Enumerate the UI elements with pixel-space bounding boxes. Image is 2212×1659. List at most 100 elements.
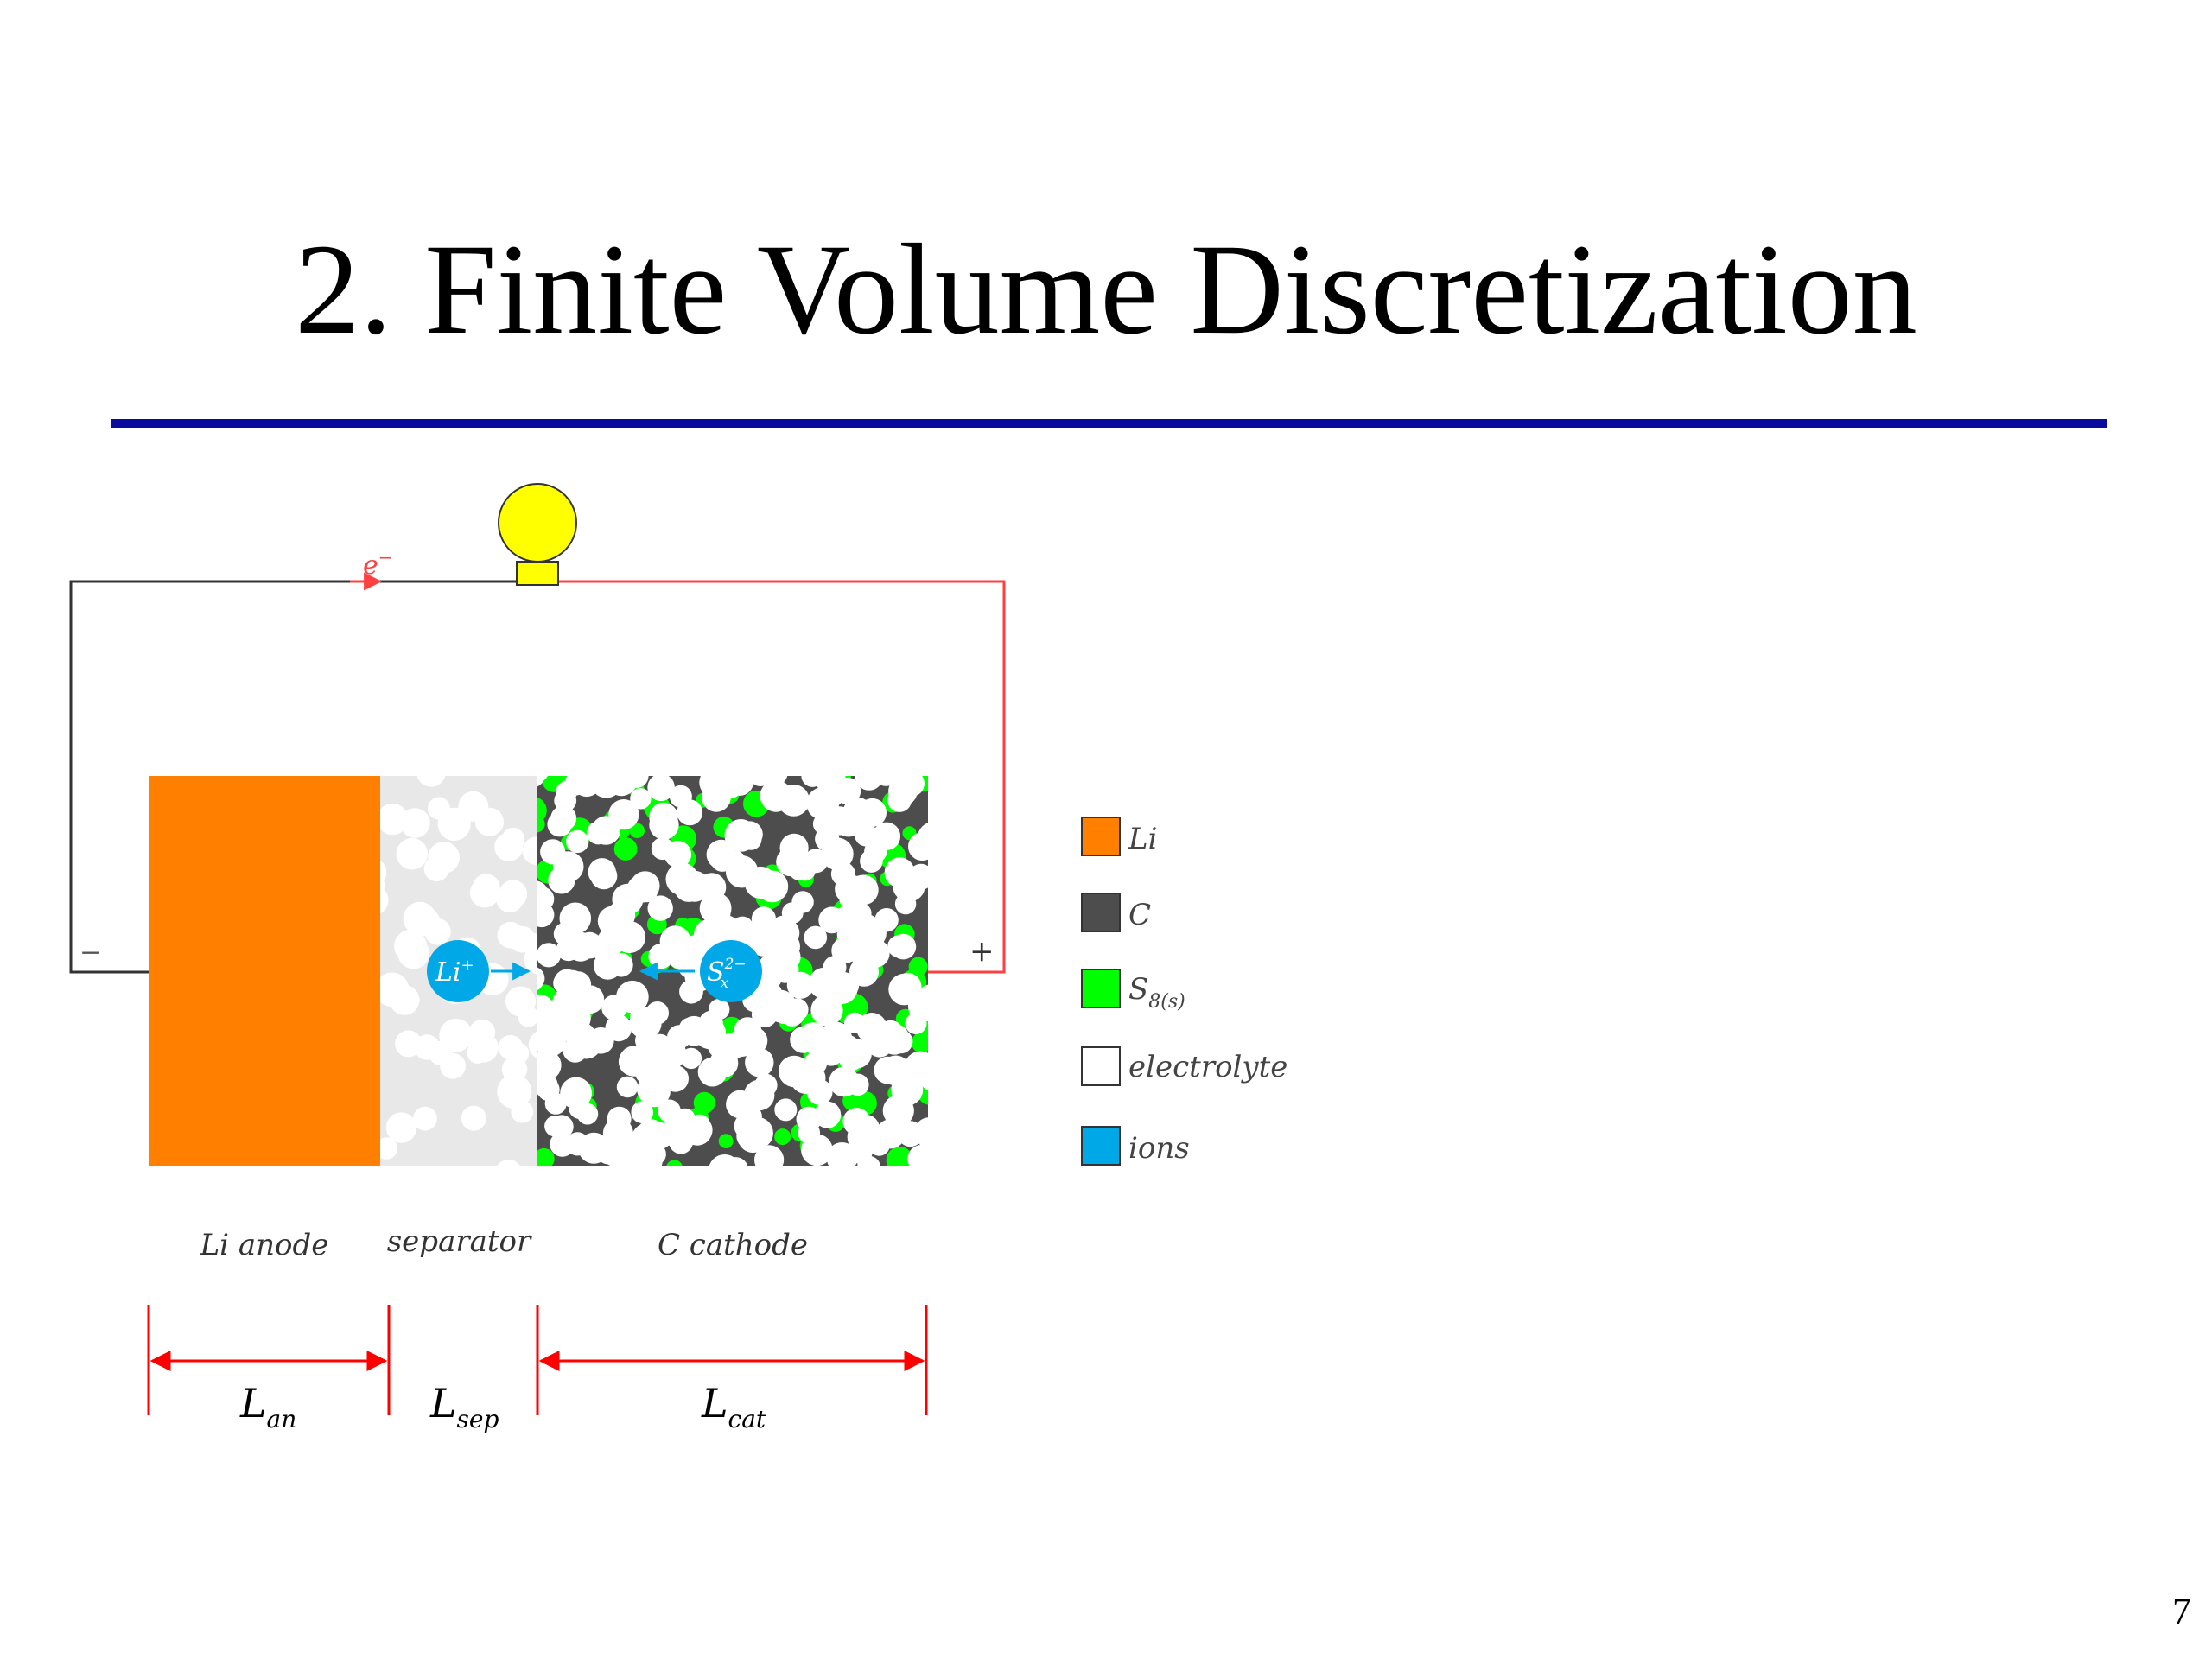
electrolyte-particle: [556, 937, 581, 962]
wire-anode-side: [69, 580, 517, 974]
electrolyte-particle: [806, 787, 840, 820]
length-separator: Lsep: [429, 1380, 499, 1433]
electrolyte-particle: [619, 1046, 650, 1077]
separator-particle: [380, 803, 409, 836]
electrolyte-particle: [760, 779, 792, 812]
electrolyte-particle: [848, 874, 879, 906]
length-cathode: Lcat: [701, 1380, 766, 1433]
electrolyte-particle: [566, 830, 589, 854]
electrolyte-particle: [651, 837, 674, 861]
electrolyte-particle: [821, 837, 854, 870]
electrolyte-particle: [678, 870, 710, 902]
electrolyte-particle: [736, 821, 763, 848]
electrolyte-particle: [708, 1035, 730, 1058]
sulfur-particle: [693, 1091, 715, 1114]
light-bulb-icon: [498, 483, 577, 563]
sulfur-particle: [718, 1134, 734, 1148]
sulfur-particle: [774, 1128, 791, 1146]
electron-label: e−: [363, 547, 393, 581]
electrolyte-particle: [788, 858, 811, 881]
electrolyte-particle: [774, 1098, 798, 1122]
legend-swatch-c: [1081, 893, 1121, 932]
separator-particle: [380, 972, 410, 1007]
electrolyte-particle: [745, 1048, 774, 1077]
electrolyte-particle: [680, 1047, 702, 1070]
electrolyte-particle: [818, 906, 846, 934]
electrolyte-particle: [647, 895, 673, 921]
electrolyte-particle: [677, 799, 703, 826]
separator-particle: [380, 860, 387, 885]
label-separator: separator: [387, 1224, 532, 1259]
separator-particle: [413, 1106, 437, 1131]
electrolyte-particle: [550, 1115, 574, 1139]
electrolyte-particle: [847, 1120, 880, 1154]
electrolyte-particle: [629, 1007, 662, 1039]
separator-particle: [496, 1159, 521, 1166]
electrolyte-particle: [790, 1026, 817, 1053]
electrolyte-particle: [537, 880, 549, 908]
legend-label-c: C: [1128, 898, 1151, 932]
electrolyte-particle: [550, 1131, 575, 1157]
electrolyte-particle: [844, 1012, 866, 1033]
sulfur-particle: [613, 837, 638, 861]
electrolyte-particle: [596, 1141, 620, 1165]
electrolyte-particle: [856, 1155, 881, 1166]
minus-terminal: −: [79, 938, 101, 968]
slide-title: 2. Finite Volume Discretization: [295, 218, 1917, 361]
separator-particles: [380, 776, 537, 1166]
electrolyte-particle: [754, 1145, 785, 1166]
electrolyte-particle: [872, 776, 900, 786]
electrolyte-particle: [763, 949, 787, 973]
separator-particle: [428, 797, 450, 820]
electrolyte-particle: [858, 798, 887, 827]
electrolyte-particle: [754, 1073, 778, 1097]
title-underline: [111, 419, 2107, 428]
electrolyte-particle: [740, 1027, 768, 1055]
electrolyte-particles: [537, 776, 928, 1166]
electrolyte-particle: [723, 1157, 748, 1166]
electrolyte-particle: [725, 855, 759, 888]
electrolyte-particle: [698, 1010, 723, 1035]
electrolyte-particle: [897, 1121, 924, 1147]
sulfur-particle: [537, 1147, 555, 1166]
electrolyte-particle: [647, 776, 675, 802]
electrolyte-particle: [905, 1013, 927, 1034]
separator-particle: [498, 1034, 524, 1060]
electrolyte-particle: [781, 902, 804, 924]
ion-polysulfide: S2− x: [639, 940, 762, 1002]
electrolyte-particle: [605, 1014, 632, 1042]
electrolyte-particle: [830, 861, 855, 887]
electrolyte-particle: [631, 1101, 653, 1123]
separator-particle: [439, 1018, 473, 1052]
page-number: 7: [2172, 1590, 2191, 1632]
separator-particle: [496, 885, 524, 913]
electrolyte-particle: [838, 1046, 864, 1071]
electrolyte-particle: [537, 776, 545, 787]
sulfur-particle: [886, 1147, 913, 1166]
electrolyte-particle: [624, 776, 649, 789]
electrolyte-particle: [918, 823, 928, 852]
electrolyte-particle: [537, 967, 545, 989]
electrolyte-particle: [786, 971, 815, 999]
polysulfide-ion-icon: [700, 940, 762, 1002]
electrolyte-particle: [571, 776, 602, 798]
separator-particle: [501, 827, 525, 851]
electrolyte-particle: [890, 933, 917, 960]
electrolyte-particle: [630, 871, 660, 900]
legend-swatch-electrolyte: [1081, 1046, 1121, 1086]
electrolyte-particle: [594, 951, 622, 980]
electrolyte-particle: [590, 862, 618, 890]
electrolyte-particle: [751, 906, 777, 931]
separator-particle: [397, 937, 429, 969]
separator-particle: [461, 1105, 486, 1131]
sulfur-particle: [537, 816, 545, 833]
separator-particle: [522, 836, 537, 865]
electrolyte-particle: [823, 956, 847, 980]
sulfur-particle: [629, 823, 645, 838]
electrolyte-particle: [804, 925, 828, 950]
electrolyte-particle: [552, 851, 584, 882]
electrolyte-particle: [669, 1129, 693, 1154]
electrolyte-particle: [834, 777, 861, 804]
separator-particle: [528, 1031, 537, 1059]
